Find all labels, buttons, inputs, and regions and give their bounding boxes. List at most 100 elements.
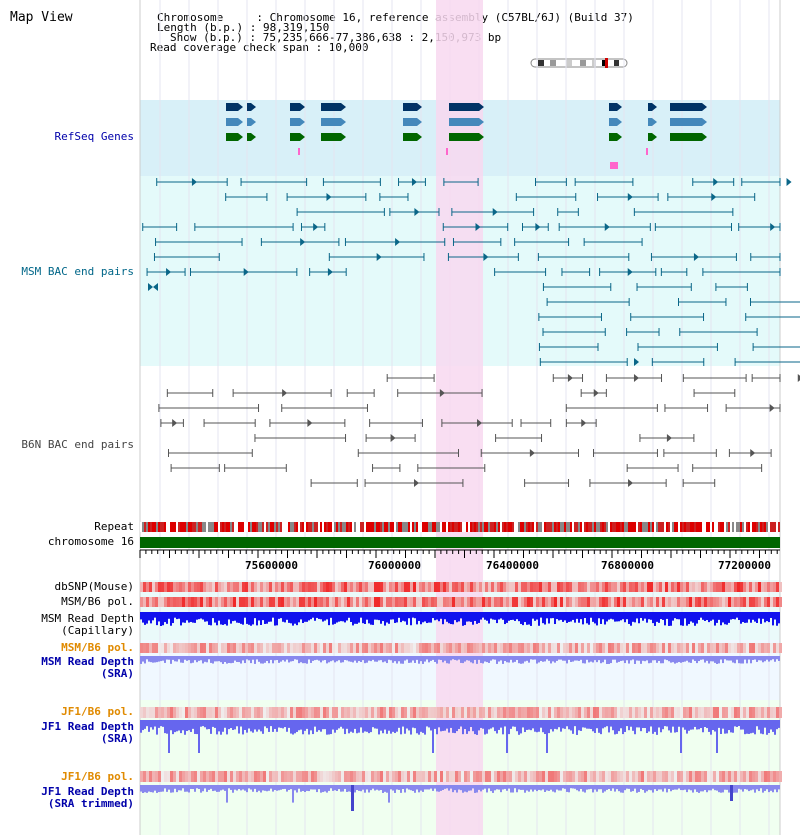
msm-b6-pol-sra-cell: [632, 643, 635, 653]
jf1-depth-sra-bar: [278, 720, 280, 728]
msm-depth-cap-bar: [682, 612, 684, 626]
jf1-b6-pol-trim-cell: [245, 771, 248, 782]
msm-depth-cap-bar: [290, 612, 292, 624]
jf1-depth-trim-bar: [226, 785, 228, 803]
dbsnp-cell: [641, 582, 644, 592]
msm-depth-cap-bar: [568, 612, 570, 622]
jf1-depth-trim-bar: [576, 785, 578, 791]
jf1-depth-sra-bar: [150, 720, 152, 728]
repeat-block: [246, 522, 248, 532]
msm-depth-cap-bar: [648, 612, 650, 620]
jf1-b6-pol-cell: [464, 707, 467, 718]
jf1-depth-trim-bar: [558, 785, 560, 791]
jf1-depth-trim-bar: [748, 785, 750, 792]
chromosome-ideogram[interactable]: [530, 53, 628, 68]
msm-b6-pol-sra-cell: [545, 643, 548, 653]
jf1-depth-trim-bar: [560, 785, 562, 791]
msm-b6-pol-cell: [704, 597, 707, 607]
msm-depth-cap-bar: [606, 612, 608, 622]
jf1-depth-trim-bar: [534, 785, 536, 790]
msm-depth-cap-bar: [328, 612, 330, 626]
dbsnp-cell: [587, 582, 590, 592]
repeat-block: [502, 522, 504, 532]
dbsnp-cell: [683, 582, 686, 592]
msm-depth-cap-bar: [732, 612, 734, 619]
msm-depth-cap-bar: [710, 612, 712, 621]
msm-depth-sra-bar: [218, 656, 220, 662]
dbsnp-cell: [158, 582, 161, 592]
msm-depth-sra-bar: [332, 656, 334, 661]
gene-green-arrow: [702, 133, 707, 141]
jf1-depth-trim-bar: [704, 785, 706, 791]
jf1-b6-pol-trim-cell: [281, 771, 284, 782]
msm-b6-pol-cell: [287, 597, 290, 607]
jf1-depth-trim-bar: [240, 785, 242, 791]
msm-b6-pol-sra-cell: [206, 643, 209, 653]
jf1-depth-trim-bar: [518, 785, 520, 790]
msm-b6-pol-sra-cell: [182, 643, 185, 653]
msm-b6-pol-sra-cell: [263, 643, 266, 653]
msm-depth-cap-bar: [422, 612, 424, 623]
jf1-b6-pol-cell: [218, 707, 221, 718]
msm-depth-cap-bar: [494, 612, 496, 620]
jf1-b6-pol-cell: [344, 707, 347, 718]
repeat-block: [424, 522, 426, 532]
jf1-b6-pol-cell: [695, 707, 698, 718]
b6n-bac-pair-arrow: [567, 374, 573, 382]
jf1-b6-pol-trim-cell: [392, 771, 395, 782]
msm-depth-sra-bar: [356, 656, 358, 663]
msm-depth-cap-bar: [396, 612, 398, 623]
msm-depth-cap-bar: [182, 612, 184, 623]
repeat-block: [672, 522, 674, 532]
jf1-depth-trim-bar: [406, 785, 408, 789]
dbsnp-cell: [140, 582, 143, 592]
repeat-block: [174, 522, 176, 532]
jf1-b6-pol-cell: [761, 707, 764, 718]
msm-depth-sra-bar: [660, 656, 662, 664]
msm-depth-sra-bar: [640, 656, 642, 664]
msm-depth-sra-bar: [536, 656, 538, 664]
jf1-b6-pol-trim-cell: [473, 771, 476, 782]
msm-depth-cap-bar: [680, 612, 682, 626]
jf1-depth-trim-bar: [506, 785, 508, 791]
jf1-depth-sra-bar: [378, 720, 380, 735]
msm-b6-pol-cell: [470, 597, 473, 607]
dbsnp-cell: [635, 582, 638, 592]
msm-b6-pol-sra-cell: [359, 643, 362, 653]
jf1-b6-pol-trim-cell: [662, 771, 665, 782]
repeat-block: [154, 522, 156, 532]
jf1-depth-sra-bar: [550, 720, 552, 730]
msm-depth-sra-bar: [166, 656, 168, 660]
msm-depth-sra-bar: [312, 656, 314, 661]
msm-depth-sra-bar: [314, 656, 316, 661]
msm-b6-pol-cell: [224, 597, 227, 607]
msm-depth-sra-bar: [190, 656, 192, 664]
msm-depth-sra-bar: [770, 656, 772, 661]
msm-depth-cap-bar: [754, 612, 756, 622]
b6n-bac-pair-arrow: [628, 479, 634, 487]
jf1-depth-sra-bar: [284, 720, 286, 728]
jf1-depth-sra-bar: [554, 720, 556, 729]
repeat-block: [376, 522, 378, 532]
jf1-depth-trim-bar: [356, 785, 358, 791]
repeat-block: [610, 522, 612, 532]
jf1-b6-pol-trim-cell: [287, 771, 290, 782]
msm-b6-pol-cell: [206, 597, 209, 607]
repeat-block: [338, 522, 340, 532]
msm-depth-sra-bar: [406, 656, 408, 660]
repeat-block: [778, 522, 780, 532]
jf1-b6-pol-cell: [452, 707, 455, 718]
msm-depth-sra-bar: [624, 656, 626, 664]
msm-depth-cap-bar: [438, 612, 440, 622]
jf1-b6-pol-cell: [407, 707, 410, 718]
msm-b6-pol-cell: [749, 597, 752, 607]
msm-depth-cap-bar: [408, 612, 410, 619]
msm-depth-sra-bar: [438, 656, 440, 660]
msm-depth-sra-bar: [514, 656, 516, 662]
msm-b6-pol-cell: [779, 597, 782, 607]
jf1-b6-pol-cell: [719, 707, 722, 718]
dbsnp-cell: [716, 582, 719, 592]
dbsnp-cell: [275, 582, 278, 592]
b6n-bac-pair-arrow: [307, 419, 313, 427]
